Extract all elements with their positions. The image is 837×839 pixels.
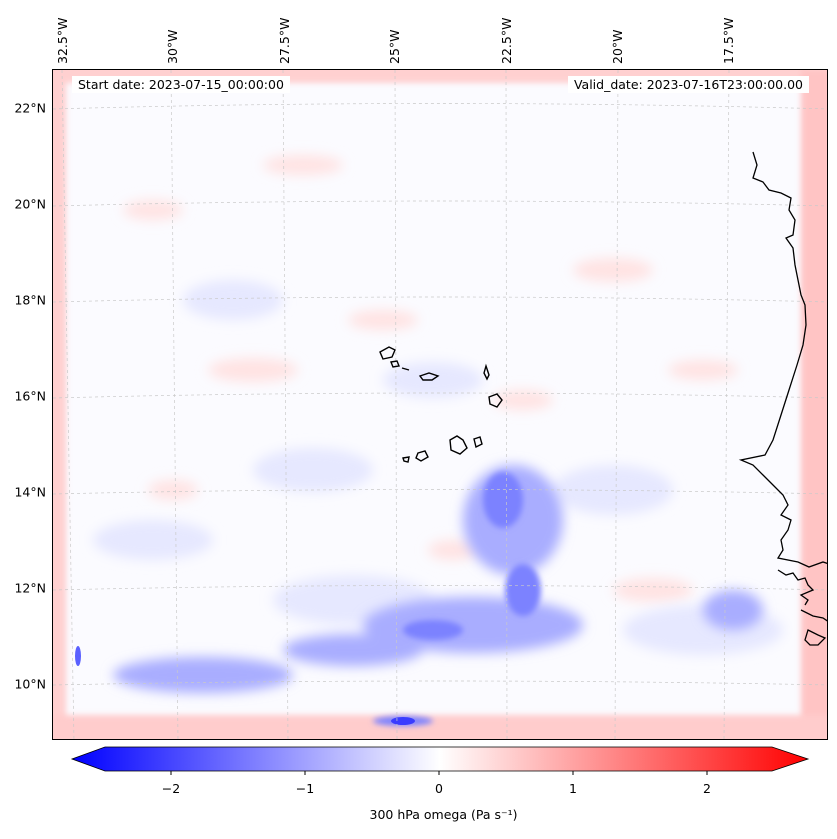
- colorbar-tick: 2: [703, 781, 711, 796]
- lon-label-27-5w: 27.5°W: [277, 17, 292, 64]
- lon-label-17-5w: 17.5°W: [721, 17, 736, 64]
- lat-label-12n: 12°N: [14, 580, 46, 596]
- lon-label-22-5w: 22.5°W: [499, 17, 514, 64]
- colorbar-tick: −1: [295, 781, 315, 796]
- colorbar: [70, 746, 810, 775]
- coastline: [738, 151, 827, 568]
- lat-label-20n: 20°N: [14, 196, 46, 212]
- lon-label-30w: 30°W: [165, 29, 180, 64]
- lat-label-14n: 14°N: [14, 484, 46, 500]
- lat-label-18n: 18°N: [14, 292, 46, 308]
- colorbar-tick: −2: [161, 781, 181, 796]
- lon-label-25w: 25°W: [387, 29, 402, 64]
- cape-verde-islands: [379, 346, 503, 463]
- omega-field-map: [53, 70, 827, 739]
- colorbar-tick: 0: [435, 781, 443, 796]
- lon-label-20w: 20°W: [610, 29, 625, 64]
- colorbar-label: 300 hPa omega (Pa s⁻¹): [369, 807, 518, 822]
- map-panel: [52, 69, 828, 740]
- lat-label-16n: 16°N: [14, 388, 46, 404]
- colorbar-tick: 1: [569, 781, 577, 796]
- valid-date-label: Valid_date: 2023-07-16T23:00:00.00: [567, 76, 809, 93]
- lon-label-32-5w: 32.5°W: [55, 17, 70, 64]
- lat-label-10n: 10°N: [14, 676, 46, 692]
- lat-label-22n: 22°N: [14, 100, 46, 116]
- start-date-label: Start date: 2023-07-15_00:00:00: [72, 76, 290, 93]
